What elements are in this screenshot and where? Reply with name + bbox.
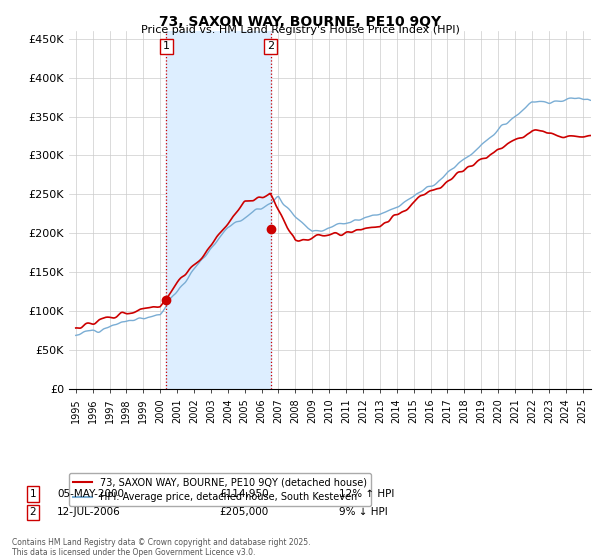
Text: £114,950: £114,950 — [219, 489, 269, 499]
Text: 12% ↑ HPI: 12% ↑ HPI — [339, 489, 394, 499]
Text: 2: 2 — [267, 41, 274, 52]
Bar — [166, 31, 271, 389]
Text: Price paid vs. HM Land Registry's House Price Index (HPI): Price paid vs. HM Land Registry's House … — [140, 25, 460, 35]
Text: 1: 1 — [29, 489, 37, 499]
Text: 73, SAXON WAY, BOURNE, PE10 9QY: 73, SAXON WAY, BOURNE, PE10 9QY — [159, 15, 441, 29]
Text: 1: 1 — [163, 41, 170, 52]
Legend: 73, SAXON WAY, BOURNE, PE10 9QY (detached house), HPI: Average price, detached h: 73, SAXON WAY, BOURNE, PE10 9QY (detache… — [69, 473, 371, 506]
Text: 05-MAY-2000: 05-MAY-2000 — [57, 489, 124, 499]
Text: Contains HM Land Registry data © Crown copyright and database right 2025.
This d: Contains HM Land Registry data © Crown c… — [12, 538, 311, 557]
Text: 12-JUL-2006: 12-JUL-2006 — [57, 507, 121, 517]
Text: 2: 2 — [29, 507, 37, 517]
Text: £205,000: £205,000 — [219, 507, 268, 517]
Text: 9% ↓ HPI: 9% ↓ HPI — [339, 507, 388, 517]
